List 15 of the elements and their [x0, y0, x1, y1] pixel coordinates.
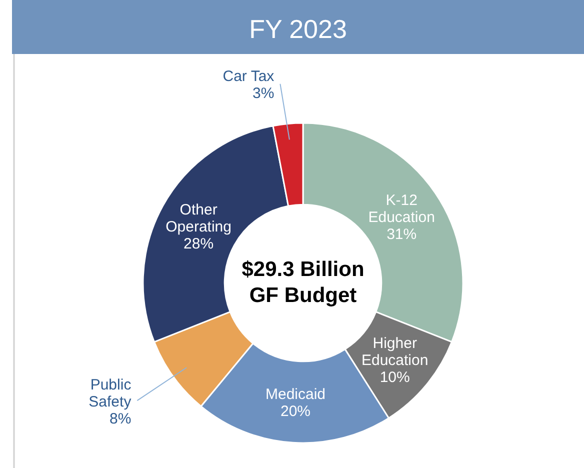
- slice-label: Medicaid: [266, 386, 326, 403]
- data-label: 20%: [280, 402, 311, 420]
- chart-title: FY 2023: [249, 14, 347, 44]
- text: $29.3 Billion: [242, 258, 364, 281]
- data-label: 10%: [380, 368, 410, 386]
- slice-label: Other Operating: [166, 202, 232, 236]
- slice-label: K-12 Education: [368, 192, 435, 226]
- text: GF Budget: [249, 284, 357, 307]
- slice-label: Car Tax: [222, 68, 275, 85]
- data-label: 31%: [386, 226, 417, 243]
- slice-label: Public Safety: [88, 376, 132, 411]
- data-label: 3%: [252, 84, 274, 102]
- data-label: 28%: [184, 236, 214, 253]
- data-label: 8%: [110, 410, 132, 428]
- slice-label: Higher Education: [361, 334, 428, 369]
